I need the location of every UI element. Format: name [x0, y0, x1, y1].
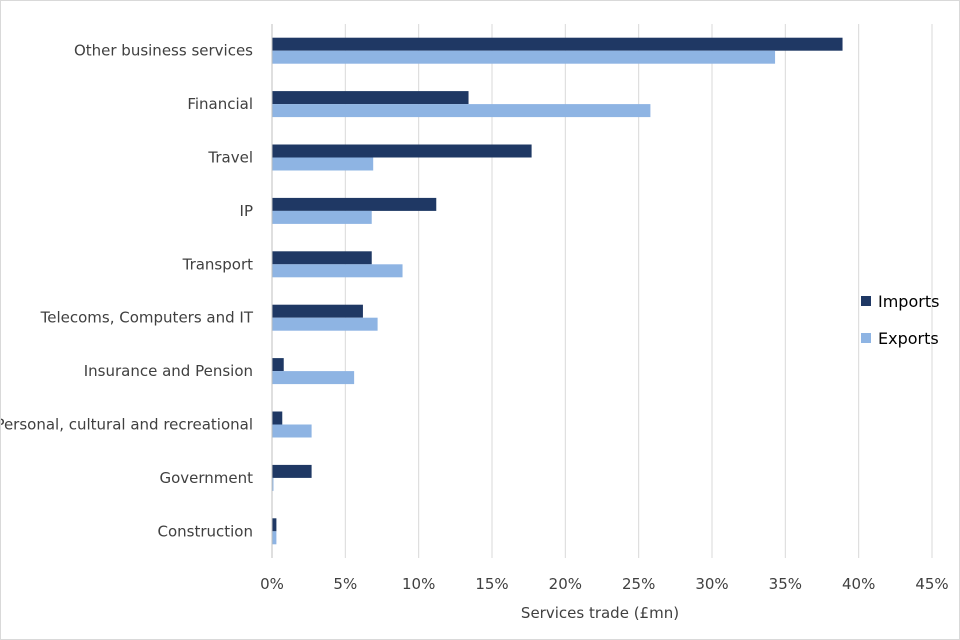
x-tick-label-5: 5%: [333, 575, 357, 593]
bars: [272, 37, 843, 545]
x-axis-title: Services trade (£mn): [521, 604, 679, 622]
bar-imports-personal-cultural-and-recreational: [272, 411, 283, 425]
bar-imports-transport: [272, 251, 372, 265]
category-labels: Other business services Financial Travel IP…: [1, 42, 254, 541]
x-tick-label-25: 25%: [622, 575, 655, 593]
bar-imports-construction: [272, 518, 277, 532]
x-tick-label-15: 15%: [475, 575, 508, 593]
x-tick-labels: 0% 5% 10% 15% 20% 25% 30% 35% 40% 45%: [260, 575, 949, 593]
x-tick-label-40: 40%: [842, 575, 875, 593]
bar-exports-construction: [272, 531, 277, 545]
category-label-transport: Transport: [182, 255, 254, 273]
category-label-ip: IP: [240, 202, 253, 220]
x-tick-label-0: 0%: [260, 575, 284, 593]
category-label-construction: Construction: [157, 522, 253, 540]
bar-exports-personal-cultural-and-recreational: [272, 424, 312, 438]
bar-exports-financial: [272, 104, 651, 118]
legend-swatch-imports: [861, 296, 871, 306]
bar-imports-other-business-services: [272, 37, 843, 51]
bar-imports-government: [272, 464, 312, 478]
x-tick-label-35: 35%: [769, 575, 802, 593]
category-label-insurance-and-pension: Insurance and Pension: [84, 362, 253, 380]
bar-imports-insurance-and-pension: [272, 358, 284, 372]
bar-exports-travel: [272, 157, 374, 171]
x-tick-label-10: 10%: [402, 575, 435, 593]
bar-exports-other-business-services: [272, 50, 776, 64]
x-tick-label-45: 45%: [915, 575, 948, 593]
category-label-personal-cultural-and-recreational: Personal, cultural and recreational: [1, 416, 253, 434]
bar-exports-government: [272, 477, 274, 491]
bar-imports-ip: [272, 197, 437, 211]
category-label-telecoms-computers-and-it: Telecoms, Computers and IT: [40, 309, 254, 327]
bar-exports-transport: [272, 264, 403, 278]
category-label-travel: Travel: [207, 149, 253, 167]
legend-label-imports: Imports: [878, 292, 939, 311]
legend-swatch-exports: [861, 333, 871, 343]
bar-exports-ip: [272, 210, 372, 224]
category-label-government: Government: [159, 469, 253, 487]
legend: Imports Exports: [861, 292, 939, 348]
bar-exports-insurance-and-pension: [272, 371, 355, 385]
category-label-other-business-services: Other business services: [74, 42, 253, 60]
bar-exports-telecoms-computers-and-it: [272, 317, 378, 331]
bar-imports-telecoms-computers-and-it: [272, 304, 363, 318]
legend-label-exports: Exports: [878, 329, 939, 348]
bar-imports-travel: [272, 144, 532, 158]
x-tick-label-20: 20%: [549, 575, 582, 593]
category-label-financial: Financial: [187, 95, 253, 113]
x-tick-label-30: 30%: [695, 575, 728, 593]
bar-imports-financial: [272, 91, 469, 105]
